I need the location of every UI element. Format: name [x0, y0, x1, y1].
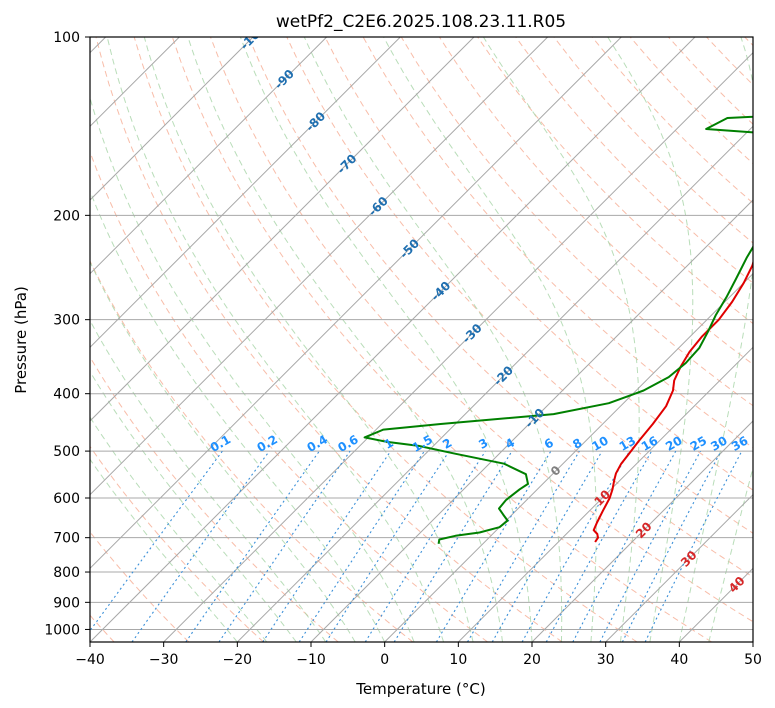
isotherm-line	[90, 37, 549, 496]
moist-adiabat-line	[708, 466, 753, 642]
moist-adiabat-line	[106, 37, 445, 642]
dry-adiabat-line	[95, 37, 563, 642]
x-tick-label: −40	[75, 652, 105, 668]
mixing-ratio-line	[435, 450, 552, 642]
dry-adiabat-line	[286, 37, 753, 534]
isotherm-line	[384, 272, 753, 642]
mixing-ratio-line	[621, 450, 722, 642]
y-tick-label: 800	[53, 565, 80, 581]
mixing-ratio-line	[491, 450, 603, 642]
moist-adiabat-line	[143, 37, 474, 642]
plot-background	[90, 37, 753, 642]
x-tick-label: 20	[523, 652, 541, 668]
dewpoint-profile-line	[363, 115, 753, 544]
isotherm-line	[163, 51, 753, 642]
dry-adiabat-line	[515, 37, 753, 284]
x-tick-label: 40	[670, 652, 688, 668]
moist-adiabat-line	[90, 189, 386, 642]
moist-adiabat-line	[383, 37, 597, 642]
y-tick-label: 200	[53, 208, 80, 224]
x-tick-label: 0	[380, 652, 389, 668]
x-tick-label: 10	[449, 652, 467, 668]
moist-adiabat-line	[90, 260, 356, 642]
y-axis-title: Pressure (hPa)	[12, 286, 30, 394]
mixing-ratio-line	[644, 450, 743, 642]
mixing-ratio-line	[572, 450, 677, 642]
isotherm-line	[90, 37, 622, 570]
isotherm-line	[90, 37, 696, 642]
dry-adiabat-line	[248, 37, 753, 578]
x-axis-title: Temperature (°C)	[355, 680, 485, 698]
isotherm-line	[90, 37, 401, 349]
moist-adiabat-line	[90, 319, 327, 642]
chart-title: wetPf2_C2E6.2025.108.23.11.R05	[276, 12, 566, 32]
isotherm-line	[90, 37, 475, 422]
isotherm-line	[531, 420, 753, 642]
mixing-ratio-line	[90, 450, 223, 632]
isotherm-line	[457, 346, 753, 642]
mixing-ratio-line	[364, 450, 486, 642]
mixing-ratio-line	[325, 450, 450, 642]
dry-adiabat-line	[210, 37, 753, 623]
dry-adiabat-line	[90, 445, 264, 642]
y-tick-label: 300	[53, 313, 80, 329]
y-tick-label: 1000	[44, 622, 80, 638]
moist-adiabat-line	[90, 370, 297, 642]
isotherm-line	[310, 199, 753, 642]
mixing-ratio-line	[393, 450, 513, 642]
isotherm-line	[90, 37, 328, 275]
moist-adiabat-line	[239, 37, 533, 642]
isotherm-line	[752, 641, 753, 642]
temperature-profile-line	[592, 259, 753, 543]
dry-adiabat-line	[133, 37, 638, 642]
moist-adiabat-line	[303, 37, 563, 642]
x-tick-label: −20	[223, 652, 253, 668]
mixing-ratio-line	[521, 450, 630, 642]
isotherm-line	[236, 125, 753, 642]
x-tick-label: −30	[149, 652, 179, 668]
dry-adiabat-line	[171, 37, 712, 642]
moist-adiabat-line	[678, 37, 753, 642]
mixing-ratio-line	[545, 450, 653, 642]
mixing-ratio-line	[131, 450, 270, 642]
plot-frame	[89, 36, 754, 643]
x-tick-label: −10	[296, 652, 326, 668]
mixing-ratio-line	[298, 450, 425, 642]
y-tick-label: 900	[53, 595, 80, 611]
y-tick-label: 700	[53, 531, 80, 547]
mixing-ratio-line	[599, 450, 701, 642]
dry-adiabat-line	[90, 259, 414, 642]
axes: −40 −30 −20 −10 0 10 20 30 40 50 100 200 300 400 500 60…	[44, 30, 762, 668]
y-tick-label: 600	[53, 491, 80, 507]
skewt-background-lines	[90, 37, 753, 642]
x-tick-label: 30	[597, 652, 615, 668]
y-tick-label: 400	[53, 387, 80, 403]
isotherm-line	[605, 493, 753, 642]
y-tick-label: 100	[53, 30, 80, 46]
y-tick-label: 500	[53, 444, 80, 460]
moist-adiabat-line	[90, 458, 238, 642]
moist-adiabat-line	[607, 37, 694, 642]
moist-adiabat-line	[187, 37, 503, 642]
isotherm-line	[90, 37, 254, 201]
moist-adiabat-line	[482, 37, 640, 642]
moist-adiabat-line	[90, 416, 268, 642]
mixing-ratio-line	[185, 450, 320, 642]
profile-series	[363, 115, 753, 544]
mixing-ratio-line	[467, 450, 580, 642]
x-tick-label: 50	[744, 652, 762, 668]
